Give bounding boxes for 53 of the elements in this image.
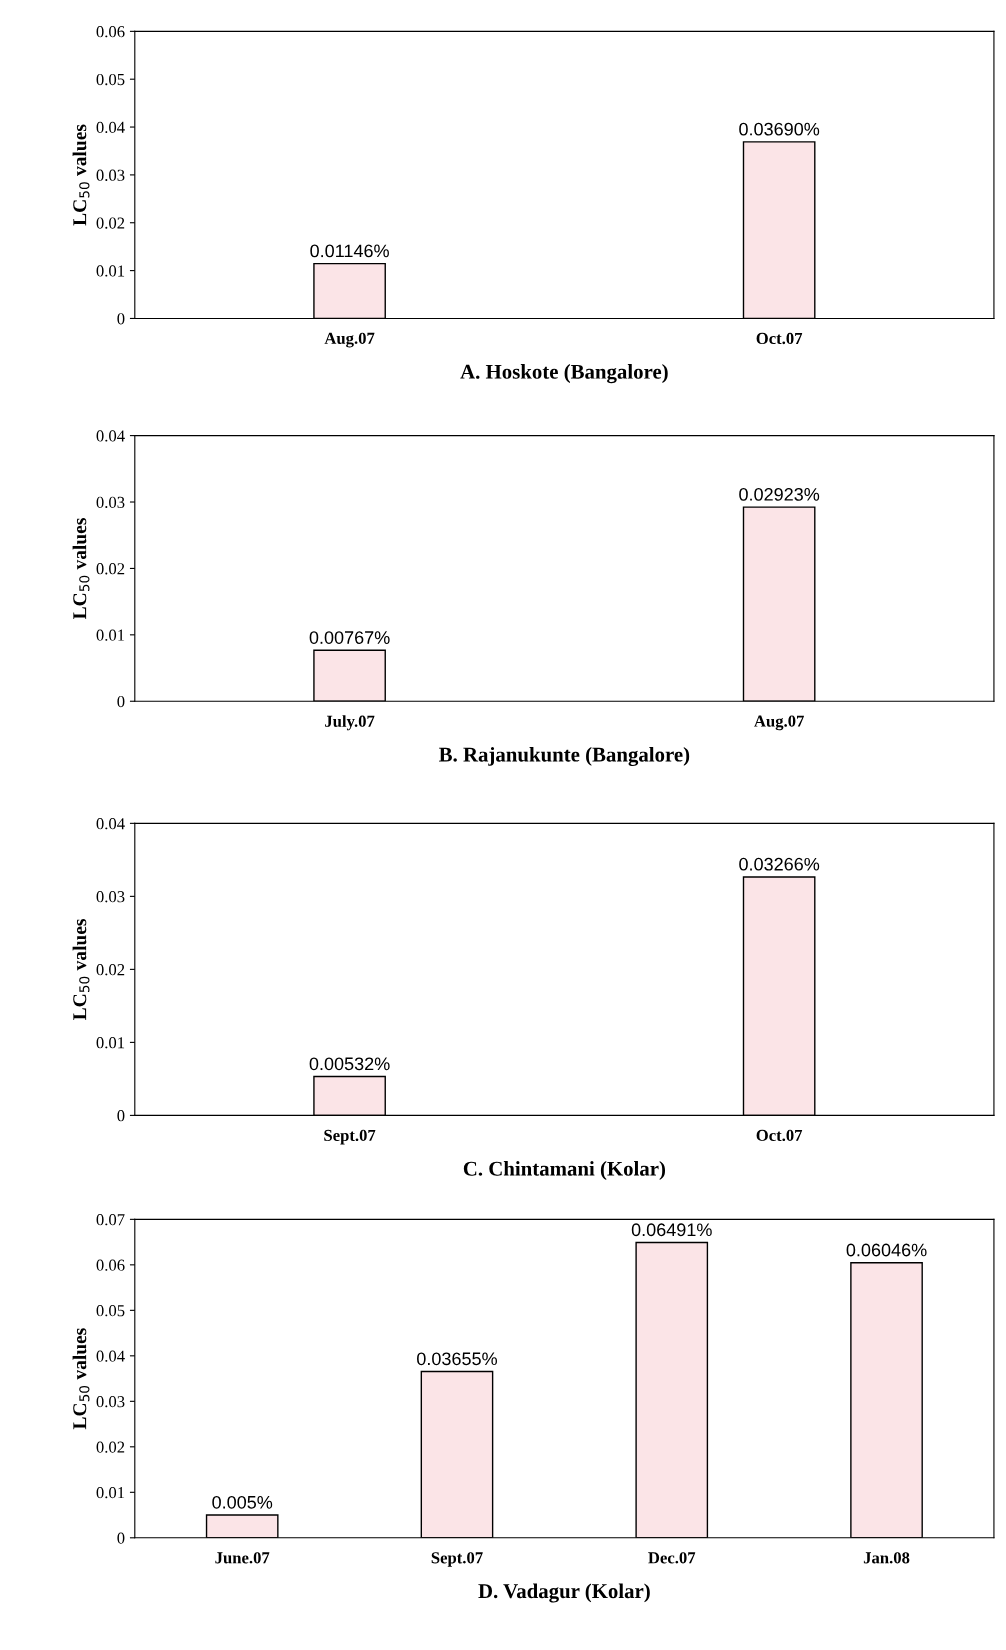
y-tick-label: 0.01 (96, 1037, 125, 1049)
y-tick-label: 0.07 (96, 1214, 125, 1226)
data-label: 0.01146% (310, 244, 389, 258)
x-axis-title: A. Hoskote (Bangalore) (460, 364, 668, 384)
x-tick-label: Jan.08 (863, 1552, 910, 1564)
y-tick-label: 0.04 (96, 1350, 125, 1362)
data-label: 0.06046% (846, 1243, 927, 1257)
data-label: 0.03266% (739, 857, 820, 871)
x-tick-label: Aug.07 (754, 715, 804, 731)
y-axis-title: LC$_{50}$ values (72, 124, 90, 226)
x-tick-label: Dec.07 (648, 1552, 696, 1564)
x-axis-title: D. Vadagur (Kolar) (478, 1583, 650, 1603)
data-label: 0.00767% (309, 631, 390, 644)
data-label: 0.005% (212, 1495, 273, 1509)
y-tick-label: 0.03 (96, 891, 125, 903)
y-axis-title: LC$_{50}$ values (72, 1328, 90, 1430)
y-tick-label: 0 (117, 313, 125, 325)
data-label: 0.03655% (417, 1352, 497, 1366)
y-tick-label: 0.06 (96, 1259, 125, 1271)
x-tick-label: June.07 (215, 1552, 270, 1564)
x-axis-title: C. Chintamani (Kolar) (463, 1161, 666, 1180)
y-tick-label: 0.03 (96, 169, 125, 181)
y-tick-label: 0.05 (96, 73, 125, 86)
x-tick-label: Sept.07 (431, 1552, 483, 1567)
x-axis-title: B. Rajanukunte (Bangalore) (439, 746, 690, 767)
x-tick-label: Aug.07 (324, 332, 375, 348)
x-tick-label: July.07 (325, 715, 375, 731)
y-tick-label: 0.01 (96, 1487, 125, 1499)
data-label: 0.02923% (739, 487, 820, 501)
y-tick-label: 0.04 (96, 430, 125, 442)
y-axis-title: LC$_{50}$ values (72, 518, 90, 620)
data-label: 0.00532% (309, 1057, 390, 1071)
y-tick-label: 0.03 (96, 1396, 125, 1408)
x-tick-label: Oct.07 (756, 332, 803, 345)
y-tick-label: 0.04 (96, 121, 125, 134)
y-tick-label: 0.05 (96, 1305, 125, 1317)
x-tick-label: Sept.07 (324, 1129, 376, 1145)
y-tick-label: 0.01 (96, 265, 125, 277)
data-label: 0.06491% (631, 1223, 712, 1237)
y-tick-label: 0.02 (96, 964, 125, 976)
y-tick-label: 0.01 (96, 629, 125, 641)
y-tick-label: 0 (117, 1532, 125, 1544)
y-tick-label: 0.06 (96, 26, 125, 38)
y-tick-label: 0.02 (96, 563, 125, 575)
y-tick-label: 0 (117, 1110, 125, 1122)
y-tick-label: 0.02 (96, 217, 125, 229)
y-tick-label: 0.02 (96, 1441, 125, 1453)
data-label: 0.03690% (739, 122, 820, 136)
x-tick-label: Oct.07 (756, 1129, 803, 1142)
y-tick-label: 0.03 (96, 496, 125, 509)
y-tick-label: 0.04 (96, 818, 125, 830)
y-tick-label: 0 (117, 695, 125, 708)
y-axis-title: LC$_{50}$ values (72, 919, 90, 1020)
